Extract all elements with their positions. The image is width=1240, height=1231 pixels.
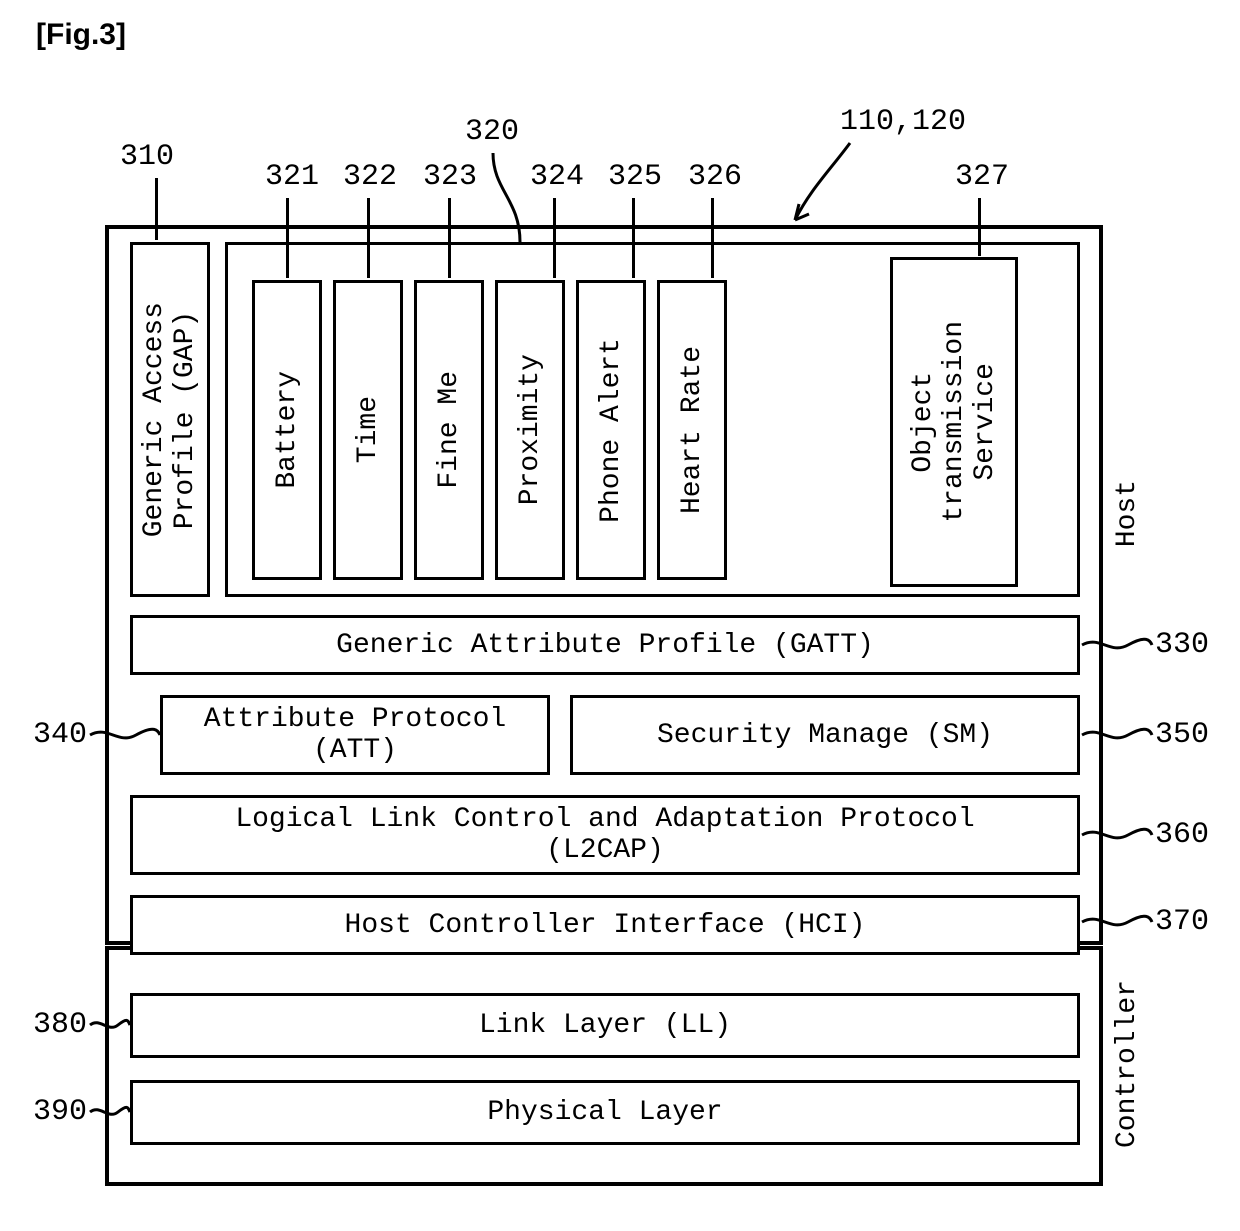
ll-block: Link Layer (LL) [130, 993, 1080, 1058]
lead-323 [448, 198, 451, 278]
lead-325 [632, 198, 635, 278]
ref-380: 380 [33, 1008, 87, 1042]
sm-block: Security Manage (SM) [570, 695, 1080, 775]
ref-110-120: 110,120 [840, 105, 966, 139]
ref-390: 390 [33, 1095, 87, 1129]
lead-326 [711, 198, 714, 278]
ref-340: 340 [33, 718, 87, 752]
fineme-block: Fine Me [414, 280, 484, 580]
host-side-label: Host [1112, 480, 1143, 557]
lead-390 [88, 1102, 133, 1122]
ref-320: 320 [465, 115, 519, 149]
ref-322: 322 [343, 160, 397, 194]
ref-360: 360 [1155, 818, 1209, 852]
controller-side-label: Controller [1112, 980, 1143, 1158]
time-block: Time [333, 280, 403, 580]
gap-block: Generic Access Profile (GAP) [130, 242, 210, 597]
lead-322 [367, 198, 370, 278]
proximity-block: Proximity [495, 280, 565, 580]
controller-container [105, 946, 1103, 1186]
ref-321: 321 [265, 160, 319, 194]
hci-block: Host Controller Interface (HCI) [130, 895, 1080, 955]
ref-370: 370 [1155, 905, 1209, 939]
lead-380 [88, 1015, 133, 1035]
lead-321 [286, 198, 289, 278]
att-block: Attribute Protocol (ATT) [160, 695, 550, 775]
lead-327 [978, 198, 981, 256]
lead-340 [88, 725, 163, 745]
ref-323: 323 [423, 160, 477, 194]
battery-block: Battery [252, 280, 322, 580]
lead-330 [1080, 635, 1155, 655]
lead-360 [1080, 825, 1155, 845]
phy-block: Physical Layer [130, 1080, 1080, 1145]
ref-326: 326 [688, 160, 742, 194]
l2cap-block: Logical Link Control and Adaptation Prot… [130, 795, 1080, 875]
ref-310: 310 [120, 140, 174, 174]
phonealert-block: Phone Alert [576, 280, 646, 580]
lead-350 [1080, 725, 1155, 745]
lead-320 [490, 150, 550, 245]
ref-350: 350 [1155, 718, 1209, 752]
heartrate-block: Heart Rate [657, 280, 727, 580]
ref-327: 327 [955, 160, 1009, 194]
lead-110-120 [790, 140, 870, 230]
lead-310 [155, 178, 158, 240]
ref-330: 330 [1155, 628, 1209, 662]
gatt-block: Generic Attribute Profile (GATT) [130, 615, 1080, 675]
lead-324 [553, 198, 556, 278]
figure-canvas: [Fig.3] Host Controller Generic Access P… [0, 0, 1240, 1231]
ref-325: 325 [608, 160, 662, 194]
ots-block: Object transmission Service [890, 257, 1018, 587]
lead-370 [1080, 912, 1155, 932]
figure-label: [Fig.3] [36, 18, 126, 52]
